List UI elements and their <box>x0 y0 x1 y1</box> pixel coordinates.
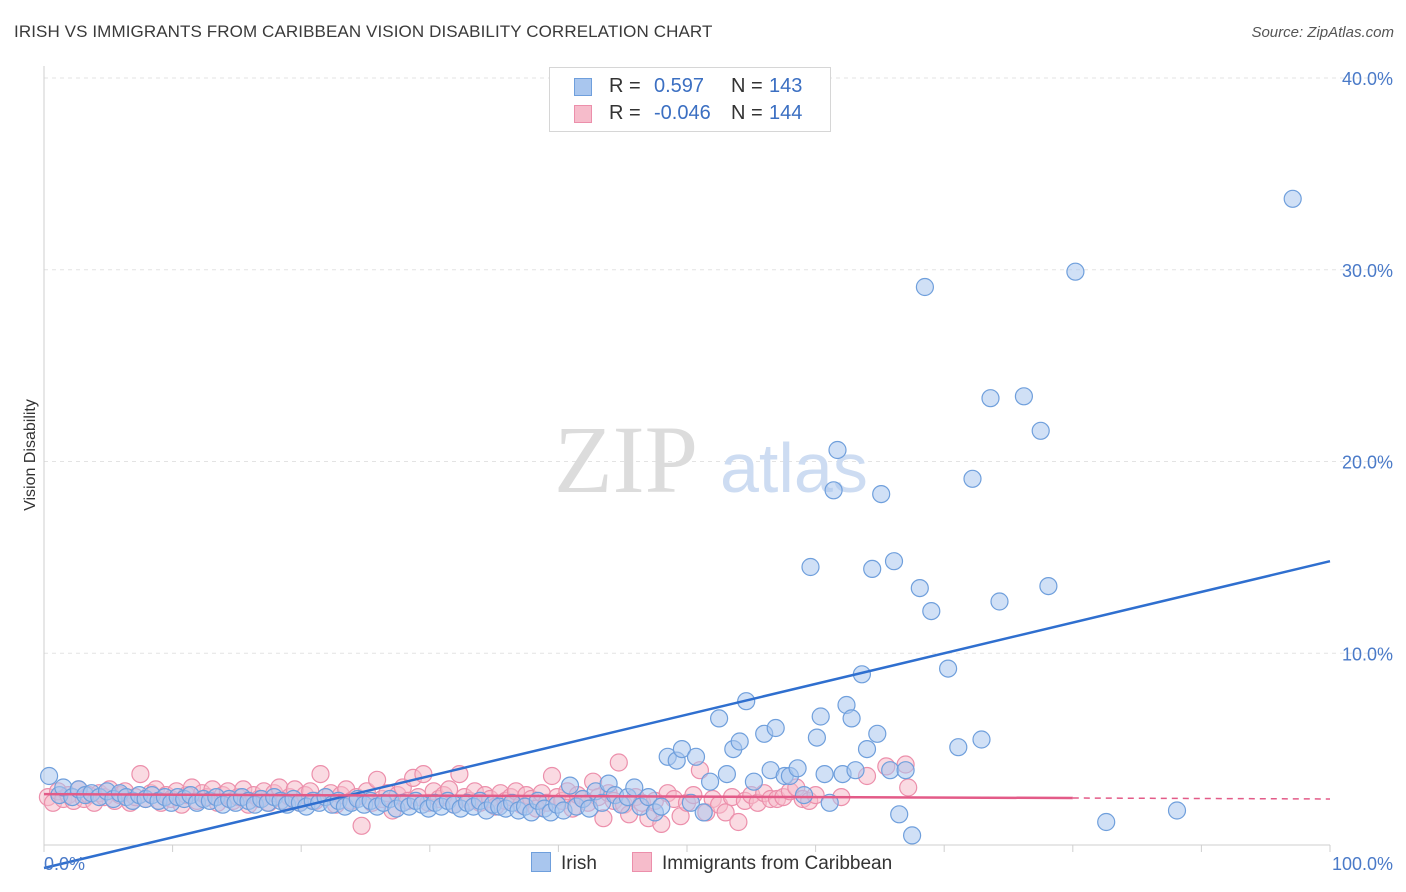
caribbean-point <box>609 753 628 772</box>
irish-point <box>730 732 749 751</box>
trend-lines <box>43 559 1331 870</box>
irish-point <box>1066 262 1085 281</box>
irish-point <box>981 389 1000 408</box>
watermark-zip: ZIP <box>554 406 698 513</box>
irish-point <box>872 485 891 504</box>
bottom-legend-swatch-caribbean <box>632 852 652 872</box>
y-tick-label: 10.0% <box>1342 644 1393 664</box>
bottom-legend-label-irish: Irish <box>561 853 597 874</box>
legend-r-value: 0.597 <box>654 75 705 97</box>
irish-point <box>963 469 982 488</box>
irish-point <box>938 659 958 678</box>
legend-r-label: R = <box>609 102 641 124</box>
caribbean-trend-line <box>43 792 1073 800</box>
irish-point <box>884 552 904 571</box>
caribbean-point <box>716 803 735 822</box>
irish-point <box>1283 189 1302 208</box>
chart-title: IRISH VS IMMIGRANTS FROM CARIBBEAN VISIO… <box>14 22 713 41</box>
caribbean-point <box>131 764 150 784</box>
legend-r-value: -0.046 <box>654 102 711 124</box>
irish-point <box>1039 576 1058 596</box>
caribbean-trend-line-dashed <box>1072 797 1331 800</box>
legend-r-label: R = <box>609 75 641 97</box>
irish-point <box>902 826 922 845</box>
legend-n-value: 143 <box>769 75 803 97</box>
y-tick-label: 30.0% <box>1342 261 1393 281</box>
caribbean-point <box>311 764 330 784</box>
bottom-legend-caribbean: Immigrants from Caribbean <box>632 852 892 875</box>
irish-point <box>881 761 900 780</box>
irish-point <box>896 761 915 780</box>
caribbean-point <box>542 766 562 786</box>
irish-point <box>672 739 692 759</box>
legend-swatch-irish <box>574 78 592 96</box>
irish-point <box>868 724 887 743</box>
tick-labels: 10.0% 20.0% 30.0% 40.0% 0.0% 100.0% <box>44 69 1393 874</box>
irish-point <box>972 730 991 749</box>
irish-point <box>828 440 847 460</box>
irish-point <box>915 277 935 297</box>
irish-point <box>815 764 834 784</box>
y-tick-label: 20.0% <box>1342 453 1393 473</box>
irish-point <box>863 559 882 579</box>
watermark-atlas: atlas <box>720 429 868 507</box>
caribbean-point <box>899 778 918 797</box>
irish-point <box>1031 421 1050 440</box>
x-tick-label: 100.0% <box>1332 854 1393 874</box>
axes <box>43 66 1331 852</box>
irish-point <box>652 797 671 816</box>
irish-point <box>694 803 713 822</box>
irish-point <box>820 793 839 812</box>
legend-swatch-caribbean <box>574 105 592 123</box>
legend-n-label: N = <box>731 102 763 124</box>
grid-lines <box>44 77 1392 654</box>
irish-point <box>766 718 785 738</box>
bottom-legend-swatch-irish <box>531 852 551 872</box>
irish-point <box>801 557 820 577</box>
bottom-legend-label-caribbean: Immigrants from Caribbean <box>662 853 893 874</box>
irish-point <box>807 728 827 747</box>
irish-point <box>686 747 706 766</box>
irish-point <box>560 776 580 795</box>
irish-point <box>39 766 59 786</box>
irish-point <box>922 601 941 621</box>
y-axis-label: Vision Disability <box>22 399 39 511</box>
caribbean-point <box>352 816 371 835</box>
irish-point <box>949 738 968 757</box>
irish-point <box>842 709 861 728</box>
irish-point <box>681 793 701 812</box>
irish-point <box>788 759 807 778</box>
irish-trend-line <box>43 559 1331 870</box>
irish-point <box>890 805 909 824</box>
irish-point <box>709 709 729 728</box>
caribbean-point <box>729 812 748 832</box>
irish-point <box>910 578 929 598</box>
irish-points <box>39 189 1302 845</box>
legend-n-value: 144 <box>769 102 803 124</box>
irish-point <box>1097 812 1116 832</box>
y-tick-label: 40.0% <box>1342 69 1393 89</box>
bottom-legend-irish: Irish <box>531 852 597 875</box>
irish-point <box>811 707 830 726</box>
irish-point <box>990 592 1009 611</box>
source-label: Source: ZipAtlas.com <box>1251 24 1394 41</box>
irish-point <box>700 772 720 791</box>
irish-point <box>744 772 764 791</box>
irish-point <box>857 739 877 759</box>
irish-point <box>846 761 865 780</box>
irish-point <box>794 785 814 805</box>
irish-point <box>1014 387 1034 406</box>
irish-point <box>1167 801 1187 820</box>
legend-n-label: N = <box>731 75 763 97</box>
irish-point <box>717 764 737 784</box>
legend: R = 0.597 N = 143 R = -0.046 N = 144 <box>549 67 831 132</box>
x-tick-label: 0.0% <box>44 854 85 874</box>
irish-point <box>824 481 843 500</box>
